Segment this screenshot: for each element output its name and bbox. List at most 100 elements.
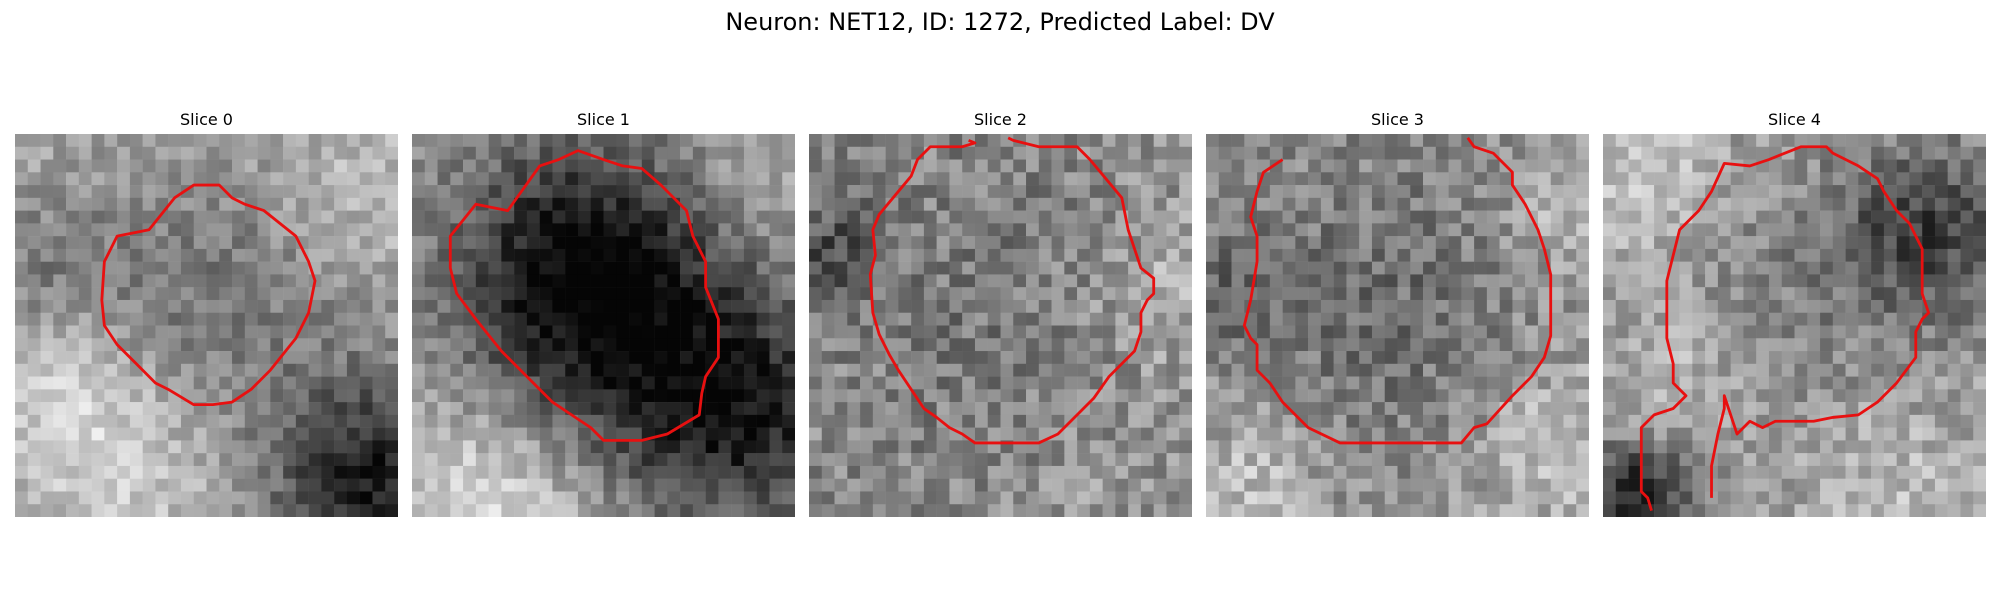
pixel — [168, 261, 182, 275]
pixel — [1743, 223, 1757, 237]
pixel — [257, 465, 271, 479]
pixel — [1883, 491, 1897, 505]
pixel — [1128, 210, 1142, 224]
pixel — [898, 338, 912, 352]
pixel — [1705, 491, 1719, 505]
pixel — [1064, 376, 1078, 390]
pixel — [1423, 325, 1437, 339]
pixel — [346, 248, 360, 262]
pixel — [1140, 312, 1154, 326]
pixel — [437, 389, 451, 403]
pixel — [1257, 146, 1271, 160]
pixel — [911, 376, 925, 390]
pixel — [1128, 325, 1142, 339]
pixel — [1909, 248, 1923, 262]
pixel — [1807, 325, 1821, 339]
pixel — [1654, 465, 1668, 479]
pixel — [1692, 134, 1706, 148]
pixel — [1820, 248, 1834, 262]
pixel — [1089, 414, 1103, 428]
pixel — [629, 376, 643, 390]
pixel — [295, 465, 309, 479]
pixel — [270, 261, 284, 275]
pixel — [180, 402, 194, 416]
pixel — [1140, 478, 1154, 492]
pixel — [1371, 287, 1385, 301]
pixel — [1820, 478, 1834, 492]
pixel — [66, 185, 80, 199]
pixel — [936, 338, 950, 352]
pixel — [1654, 389, 1668, 403]
pixel — [1448, 223, 1462, 237]
pixel — [911, 312, 925, 326]
pixel — [590, 363, 604, 377]
pixel — [424, 261, 438, 275]
pixel — [1550, 325, 1564, 339]
pixel — [1883, 351, 1897, 365]
pixel — [1641, 389, 1655, 403]
pixel — [847, 338, 861, 352]
pixel — [1000, 261, 1014, 275]
pixel — [885, 440, 899, 454]
pixel — [987, 287, 1001, 301]
pixel — [923, 261, 937, 275]
pixel — [501, 440, 515, 454]
pixel — [1807, 274, 1821, 288]
pixel — [1883, 402, 1897, 416]
pixel — [718, 325, 732, 339]
pixel — [1756, 134, 1770, 148]
pixel — [372, 402, 386, 416]
pixel — [1781, 440, 1795, 454]
pixel — [847, 146, 861, 160]
pixel — [1947, 197, 1961, 211]
pixel — [308, 338, 322, 352]
pixel — [1038, 159, 1052, 173]
pixel — [295, 159, 309, 173]
pixel — [565, 159, 579, 173]
pixel — [936, 185, 950, 199]
pixel — [1934, 312, 1948, 326]
pixel — [283, 427, 297, 441]
pixel — [117, 159, 131, 173]
pixel — [898, 172, 912, 186]
pixel — [1641, 299, 1655, 313]
pixel — [1641, 236, 1655, 250]
pixel — [1730, 197, 1744, 211]
pixel — [1206, 491, 1220, 505]
pixel — [104, 427, 118, 441]
pixel — [1550, 363, 1564, 377]
pixel — [1858, 312, 1872, 326]
pixel — [15, 363, 29, 377]
pixel — [1333, 197, 1347, 211]
pixel — [667, 261, 681, 275]
pixel — [987, 274, 1001, 288]
pixel — [168, 351, 182, 365]
pixel — [91, 185, 105, 199]
pixel — [270, 197, 284, 211]
pixel — [1089, 223, 1103, 237]
pixel — [526, 210, 540, 224]
pixel — [1166, 363, 1180, 377]
pixel — [1537, 146, 1551, 160]
pixel — [1333, 172, 1347, 186]
pixel — [565, 197, 579, 211]
pixel — [232, 427, 246, 441]
pixel — [1269, 146, 1283, 160]
pixel — [424, 325, 438, 339]
pixel — [412, 312, 426, 326]
pixel — [463, 172, 477, 186]
pixel — [1563, 248, 1577, 262]
pixel — [1756, 389, 1770, 403]
pixel — [1845, 351, 1859, 365]
pixel — [385, 210, 398, 224]
pixel — [1717, 172, 1731, 186]
pixel — [1858, 465, 1872, 479]
pixel — [346, 274, 360, 288]
pixel — [1115, 312, 1129, 326]
pixel — [949, 248, 963, 262]
pixel — [437, 440, 451, 454]
pixel — [1845, 504, 1859, 517]
pixel — [1654, 363, 1668, 377]
pixel — [1269, 197, 1283, 211]
pixel — [1934, 248, 1948, 262]
